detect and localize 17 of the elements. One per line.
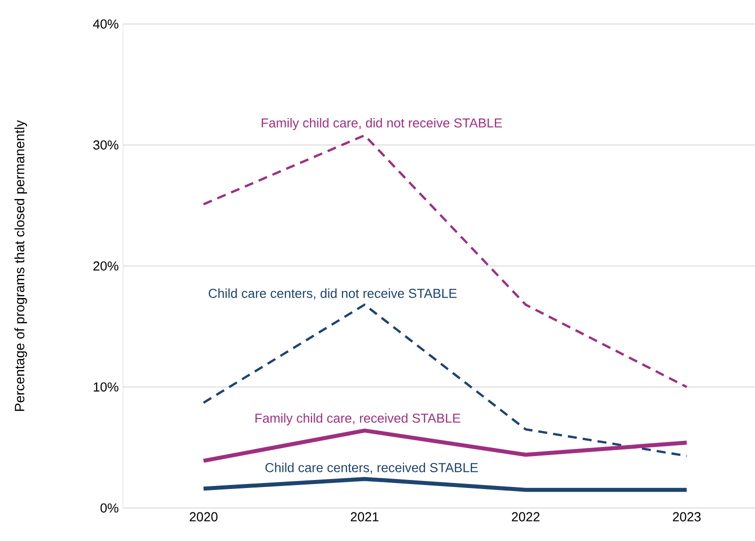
y-axis-title: Percentage of programs that closed permanently	[14, 120, 28, 411]
series-label: Family child care, received STABLE	[255, 413, 460, 426]
y-tick-label: 0%	[100, 503, 118, 513]
x-tick-label: 2023	[672, 512, 701, 522]
series-label: Family child care, did not receive STABLE	[262, 118, 502, 130]
x-tick-label: 2020	[190, 512, 218, 522]
line-series	[202, 134, 688, 388]
x-tick-label: 2022	[512, 512, 540, 522]
line-series	[202, 304, 688, 458]
y-tick-label: 20%	[93, 261, 118, 271]
y-tick-label: 30%	[93, 140, 118, 150]
y-tick-label: 40%	[93, 19, 118, 29]
y-tick-label: 10%	[94, 382, 118, 392]
line-series	[202, 428, 689, 463]
series-label: Child care centers, received STABLE	[265, 462, 478, 474]
x-tick-label: 2021	[350, 512, 378, 522]
series-label: Child care centers, did not receive STABLE	[208, 288, 457, 300]
